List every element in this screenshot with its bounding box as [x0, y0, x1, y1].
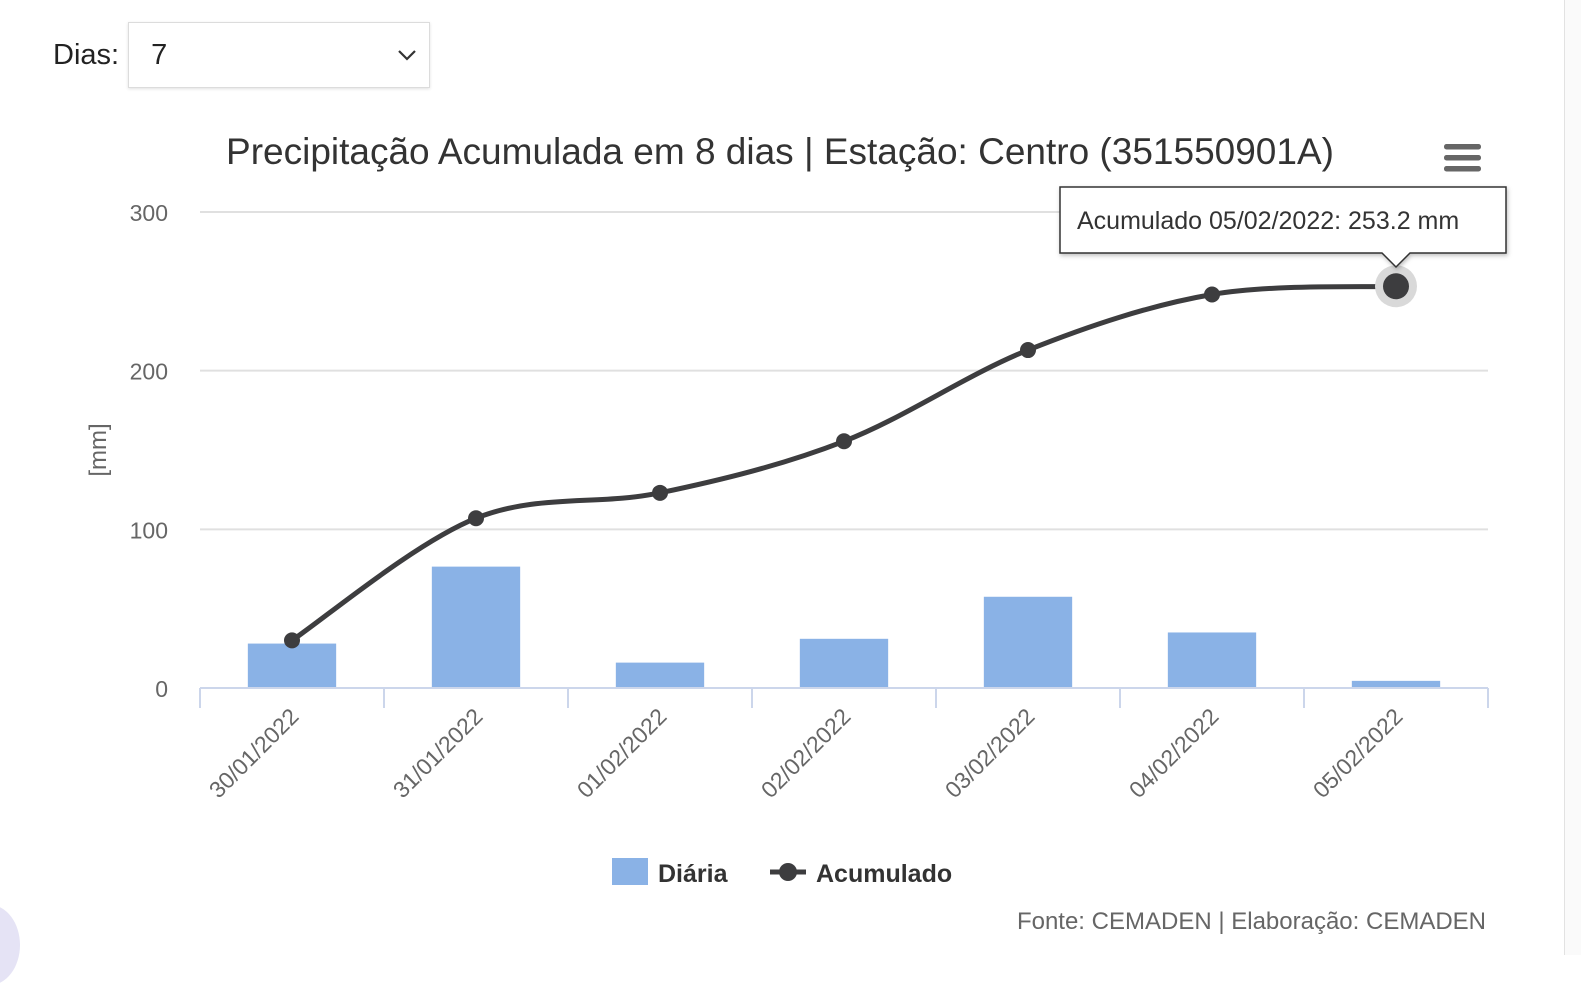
daily-bars	[247, 566, 1441, 688]
x-tick-label: 30/01/2022	[204, 703, 304, 803]
days-select-value: 7	[151, 38, 168, 71]
accumulated-point[interactable]	[468, 510, 484, 527]
days-filter: Dias: 7	[53, 22, 431, 88]
daily-bar[interactable]	[247, 643, 337, 688]
x-tick-label: 31/01/2022	[388, 703, 488, 803]
accumulated-point[interactable]	[1383, 273, 1409, 300]
days-filter-label: Dias:	[53, 38, 120, 71]
y-tick-label: 200	[130, 359, 168, 385]
accumulated-point[interactable]	[1020, 342, 1036, 359]
x-tick-label: 03/02/2022	[940, 703, 1040, 803]
x-tick-label: 01/02/2022	[572, 703, 672, 803]
legend: Diária Acumulado	[612, 858, 952, 888]
hamburger-menu-icon[interactable]	[1438, 136, 1486, 180]
tooltip-text: Acumulado 05/02/2022: 253.2 mm	[1077, 207, 1459, 235]
daily-bar[interactable]	[1351, 680, 1441, 688]
daily-bar[interactable]	[431, 566, 521, 688]
x-tick-label: 05/02/2022	[1308, 703, 1408, 803]
legend-bar-swatch	[612, 858, 648, 885]
tooltip-box	[1059, 186, 1507, 269]
legend-item-daily[interactable]: Diária	[658, 860, 729, 888]
daily-bar[interactable]	[799, 638, 889, 688]
grid-lines: 0 100 200 300	[130, 200, 1488, 702]
tooltip: Acumulado 05/02/2022: 253.2 mm	[1059, 186, 1507, 269]
precipitation-chart: 0 100 200 300 30/01/2022 31/01/2022 01/02/202…	[85, 131, 1507, 935]
legend-line-marker	[779, 863, 797, 881]
y-tick-label: 0	[155, 676, 168, 702]
x-tick-label: 04/02/2022	[1124, 703, 1224, 803]
chart-credits: Fonte: CEMADEN | Elaboração: CEMADEN	[1017, 908, 1486, 935]
accumulated-line	[284, 265, 1417, 649]
legend-item-accumulated[interactable]: Acumulado	[816, 860, 952, 888]
y-tick-label: 100	[130, 517, 168, 543]
x-axis: 30/01/2022 31/01/2022 01/02/2022 02/02/2022…	[199, 687, 1489, 803]
days-select[interactable]: 7	[128, 22, 431, 88]
accumulated-point[interactable]	[1204, 286, 1220, 303]
y-tick-label: 300	[130, 200, 168, 226]
daily-bar[interactable]	[615, 662, 705, 688]
accumulated-point[interactable]	[284, 632, 300, 649]
x-tick-label: 02/02/2022	[756, 703, 856, 803]
accumulated-point[interactable]	[652, 484, 668, 501]
y-axis-title: [mm]	[85, 423, 112, 476]
accumulated-point[interactable]	[836, 433, 852, 450]
daily-bar[interactable]	[983, 596, 1073, 688]
chart-title: Precipitação Acumulada em 8 dias | Estaç…	[226, 131, 1334, 172]
chevron-down-icon	[398, 50, 416, 61]
daily-bar[interactable]	[1167, 632, 1257, 688]
vertical-scrollbar[interactable]	[1564, 0, 1581, 955]
